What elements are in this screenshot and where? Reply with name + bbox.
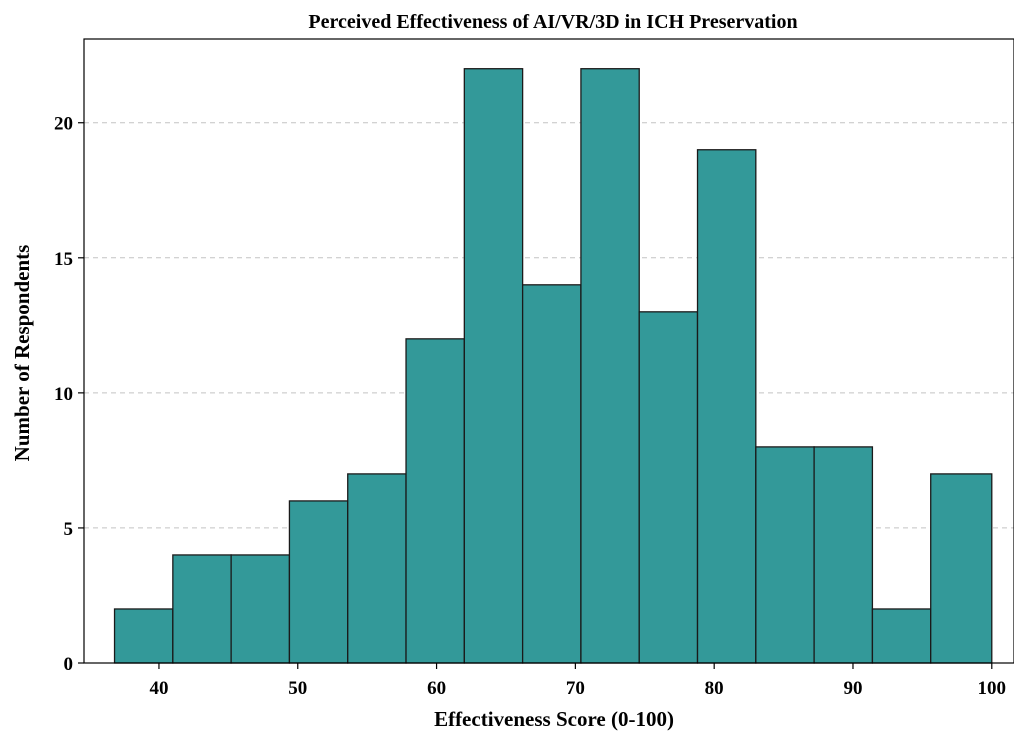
x-tick-label: 40 — [149, 678, 168, 699]
chart-title: Perceived Effectiveness of AI/VR/3D in I… — [308, 11, 797, 33]
histogram-bar — [288, 500, 349, 664]
y-axis-label: Number of Respondents — [10, 245, 34, 462]
y-axis-ticks: 0 5 10 15 20 — [54, 114, 84, 675]
x-tick-label: 70 — [566, 678, 585, 699]
histogram-bar — [172, 554, 232, 664]
bars-group — [113, 68, 993, 664]
histogram-bar — [580, 68, 640, 664]
y-tick-label: 5 — [64, 519, 74, 540]
y-tick-label: 20 — [54, 114, 73, 135]
y-tick-label: 0 — [64, 654, 74, 675]
y-tick-label: 15 — [54, 249, 73, 270]
x-axis-label: Effectiveness Score (0-100) — [434, 707, 674, 731]
y-tick-label: 10 — [54, 384, 73, 405]
histogram-bar — [813, 446, 874, 664]
x-tick-label: 100 — [978, 678, 1007, 699]
histogram-bar — [696, 149, 757, 664]
histogram-bar — [463, 68, 524, 664]
histogram-bar — [638, 311, 699, 664]
x-tick-label: 60 — [427, 678, 446, 699]
x-tick-label: 90 — [843, 678, 862, 699]
x-tick-label: 80 — [705, 678, 724, 699]
x-tick-label: 50 — [288, 678, 307, 699]
histogram-bar — [405, 338, 465, 664]
histogram-bar — [347, 473, 407, 664]
x-axis-ticks: 40 50 60 70 80 90 100 — [149, 663, 1006, 699]
histogram-bar — [521, 284, 582, 664]
histogram-bar — [755, 446, 815, 664]
histogram-bar — [230, 554, 291, 664]
plot-frame — [83, 38, 1014, 664]
histogram-bar — [113, 608, 174, 664]
histogram-bar — [871, 608, 932, 664]
histogram-bar — [930, 473, 993, 664]
